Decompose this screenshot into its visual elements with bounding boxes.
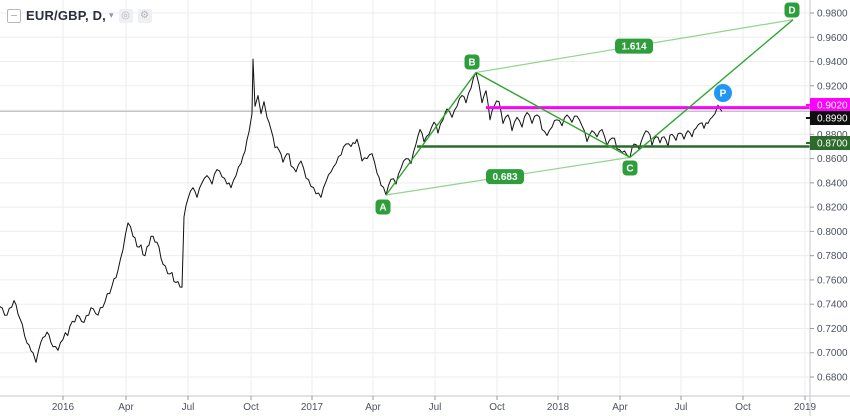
time-tick-label[interactable]: Oct [735,402,751,413]
time-tick-label[interactable]: 2019 [794,402,817,413]
time-tick-label[interactable]: Apr [612,402,628,413]
chevron-down-icon[interactable]: ▾ [108,10,114,20]
time-tick-label[interactable]: Oct [243,402,259,413]
support-level-axis-label-bg [810,136,850,150]
legend: EUR/GBP, D, ▾ ◎ ⚙ [7,8,152,23]
time-tick-label[interactable]: Jul [429,402,442,413]
time-tick-label[interactable]: Jul [182,402,195,413]
symbol-title[interactable]: EUR/GBP, D, [26,8,106,23]
price-tick-label[interactable]: 0.8600 [817,154,848,165]
time-tick-label[interactable]: Apr [118,402,134,413]
pattern-point-label: B [468,58,475,69]
pattern-point-label: D [788,6,795,17]
price-tick-label[interactable]: 0.6800 [817,373,848,384]
pattern-leg-B[interactable] [475,71,631,158]
alert-level-axis-label-bg [810,98,850,112]
pattern-leg-C[interactable] [629,19,794,158]
time-tick-label[interactable]: 2016 [52,402,75,413]
price-tick-label[interactable]: 0.7200 [817,324,848,335]
pattern-point-B[interactable] [464,54,480,70]
price-tick-label[interactable]: 0.7800 [817,251,848,262]
price-tick-label[interactable]: 0.8400 [817,178,848,189]
collapse-icon[interactable] [7,8,21,23]
price-tick-label[interactable]: 0.8800 [817,130,848,141]
time-tick-label[interactable]: Oct [489,402,505,413]
price-series [0,58,723,363]
last-price-axis-label: 0.8990 [817,114,848,125]
projection-marker-label: P [720,89,727,100]
time-tick-label[interactable]: Jul [675,402,688,413]
gear-icon[interactable]: ⚙ [137,8,152,23]
price-tick-label[interactable]: 0.7600 [817,275,848,286]
support-level-axis-label: 0.8700 [817,139,848,150]
ratio-label-text: 0.683 [492,172,517,183]
price-tick-label[interactable]: 0.9800 [817,9,848,20]
pattern-point-D[interactable] [784,2,800,18]
pattern-point-A[interactable] [375,199,391,215]
price-tick-label[interactable]: 0.8000 [817,227,848,238]
price-tick-label[interactable]: 0.7400 [817,300,848,311]
last-price-axis-label-bg [810,111,850,125]
price-tick-label[interactable]: 0.9200 [817,81,848,92]
price-tick-label[interactable]: 0.7000 [817,348,848,359]
alert-level-axis-label: 0.9020 [817,101,848,112]
price-tick-label[interactable]: 0.9600 [817,33,848,44]
price-tick-label[interactable]: 0.9400 [817,57,848,68]
ratio-label-box[interactable] [615,38,653,54]
pattern-point-C[interactable] [622,160,638,176]
ratio-label-text: 1.614 [621,42,646,53]
pattern-leg-A[interactable] [385,72,477,196]
circle-icon[interactable]: ◎ [118,8,133,23]
time-tick-label[interactable]: Apr [365,402,381,413]
time-tick-label[interactable]: 2017 [301,402,324,413]
price-tick-label[interactable]: 0.8200 [817,203,848,214]
time-tick-label[interactable]: 2018 [547,402,570,413]
projection-marker[interactable] [714,84,732,102]
pattern-point-label: A [379,203,386,214]
ratio-label-box[interactable] [486,169,524,185]
pattern-point-label: C [626,164,633,175]
